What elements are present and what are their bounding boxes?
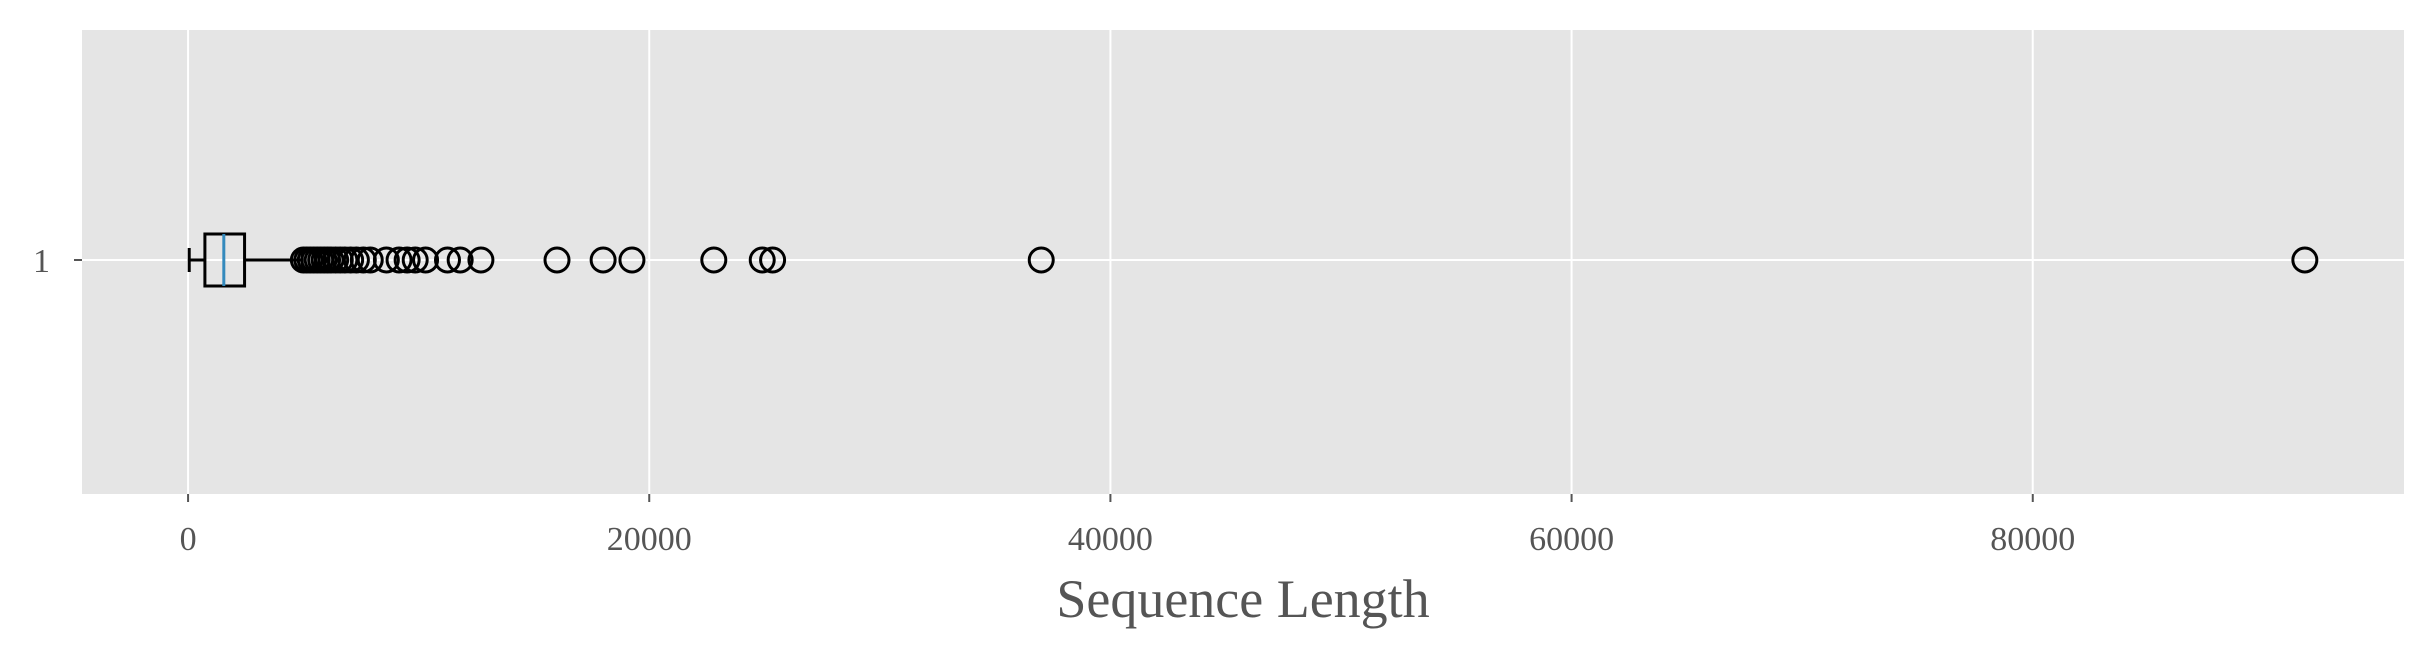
outlier-point [342,246,370,274]
outlier-point [700,246,728,274]
outlier-point [372,246,400,274]
outlier-point [618,246,646,274]
outlier-point [385,246,413,274]
outlier-point [446,246,474,274]
outlier-point [543,246,571,274]
x-tick-label: 40000 [1068,521,1153,558]
outlier-point [356,246,384,274]
x-axis-title: Sequence Length [1056,569,1429,629]
outlier-points [289,246,2319,274]
outlier-point [2291,246,2319,274]
outlier-point [589,246,617,274]
outlier-point [1027,246,1055,274]
plot-background [82,30,2404,494]
y-tick-label: 1 [33,243,50,280]
outlier-point [433,246,461,274]
outlier-point [748,246,776,274]
x-tick-label: 0 [180,521,197,558]
outlier-point [412,246,440,274]
axis-ticks: 0 20000 40000 60000 80000 1 [33,243,2075,558]
x-tick-label: 60000 [1529,521,1614,558]
x-tick-label: 20000 [607,521,692,558]
x-tick-label: 80000 [1990,521,2075,558]
outlier-point [393,246,421,274]
outlier-point [759,246,787,274]
outlier-point [401,246,429,274]
outlier-point [467,246,495,274]
